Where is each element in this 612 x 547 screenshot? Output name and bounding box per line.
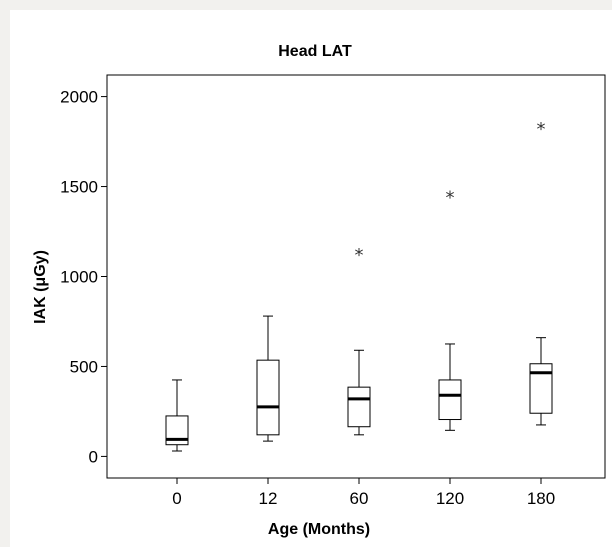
x-tick-label: 180 xyxy=(527,489,555,508)
y-tick-label: 2000 xyxy=(60,88,98,107)
y-tick-label: 0 xyxy=(89,447,98,466)
box-60: * xyxy=(347,245,371,436)
box-120: * xyxy=(438,188,462,431)
iqr-box xyxy=(438,379,462,421)
box-12 xyxy=(256,315,280,442)
y-tick-label: 500 xyxy=(70,357,98,376)
chart-frame: Head LAT 0 500 1000 1500 2000 0 12 60 120 180 * *… xyxy=(10,10,612,547)
box-series: * * * xyxy=(165,119,553,452)
y-tick-label: 1500 xyxy=(60,178,98,197)
iqr-box xyxy=(529,363,553,414)
iqr-box xyxy=(256,359,280,436)
x-tick-label: 120 xyxy=(436,489,464,508)
x-tick-label: 60 xyxy=(350,489,369,508)
x-tick-label: 12 xyxy=(259,489,278,508)
iqr-box xyxy=(165,415,189,446)
box-0 xyxy=(165,379,189,452)
y-axis: 0 500 1000 1500 2000 xyxy=(60,88,107,466)
x-tick-label: 0 xyxy=(172,489,181,508)
box-180: * xyxy=(529,119,553,426)
outlier-marker: * xyxy=(355,245,364,266)
chart-title: Head LAT xyxy=(278,43,352,60)
outlier-marker: * xyxy=(537,119,546,140)
x-axis: 0 12 60 120 180 xyxy=(172,478,555,508)
y-tick-label: 1000 xyxy=(60,268,98,287)
y-axis-title: IAK (μGy) xyxy=(32,250,49,324)
iqr-box xyxy=(347,386,371,428)
x-axis-title: Age (Months) xyxy=(268,521,370,538)
outlier-marker: * xyxy=(446,188,455,209)
